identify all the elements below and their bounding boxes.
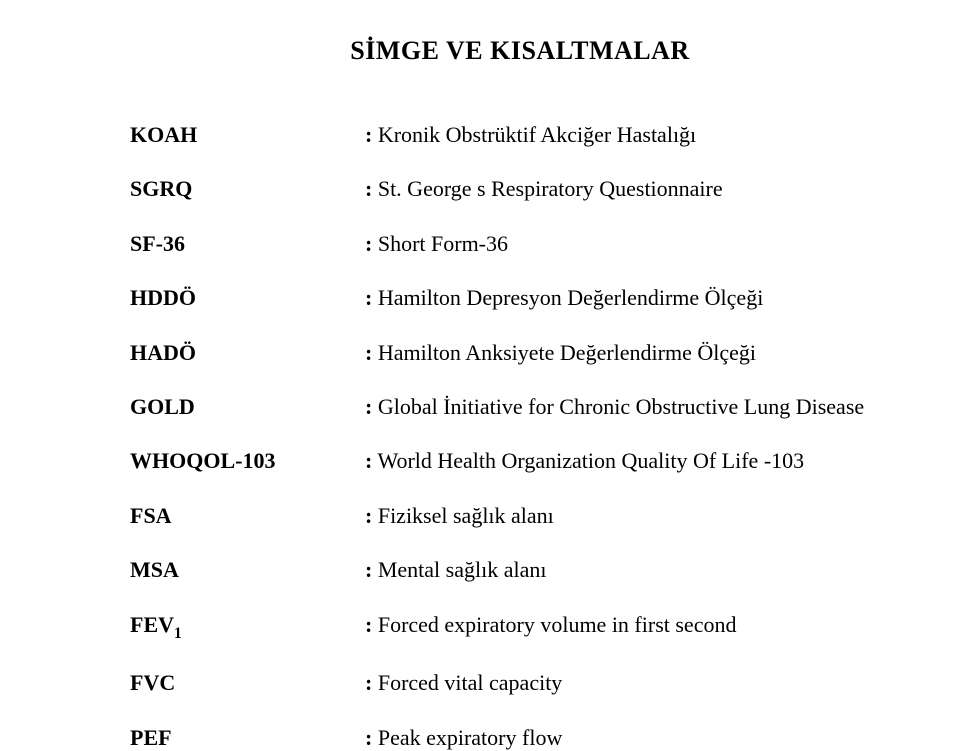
colon: : [365, 503, 372, 528]
abbr-definition-text: Peak expiratory flow [378, 725, 563, 750]
abbr-term: HDDÖ [130, 285, 365, 311]
abbr-definition: : Kronik Obstrüktif Akciğer Hastalığı [365, 122, 870, 148]
colon: : [365, 557, 372, 582]
abbr-definition: : Fiziksel sağlık alanı [365, 503, 870, 529]
abbr-term: SGRQ [130, 176, 365, 202]
abbr-definition: : Hamilton Depresyon Değerlendirme Ölçeğ… [365, 285, 870, 311]
colon: : [365, 612, 372, 637]
abbr-term: FEV1 [130, 612, 365, 643]
abbr-definition-text: Short Form-36 [378, 231, 508, 256]
abbr-definition: : Global İnitiative for Chronic Obstruct… [365, 394, 870, 420]
abbr-definition: : World Health Organization Quality Of L… [365, 448, 870, 474]
colon: : [365, 340, 372, 365]
abbr-definition-text: Mental sağlık alanı [378, 557, 547, 582]
abbr-term: KOAH [130, 122, 365, 148]
abbr-term: GOLD [130, 394, 365, 420]
abbr-term: HADÖ [130, 340, 365, 366]
abbr-definition-text: Global İnitiative for Chronic Obstructiv… [378, 394, 864, 419]
abbr-term: MSA [130, 557, 365, 583]
abbr-term: WHOQOL-103 [130, 448, 365, 474]
page-title: SİMGE VE KISALTMALAR [130, 36, 870, 66]
abbr-definition: : Forced vital capacity [365, 670, 870, 696]
colon: : [365, 176, 372, 201]
abbreviation-list: KOAH : Kronik Obstrüktif Akciğer Hastalı… [130, 122, 870, 751]
abbr-definition: : Short Form-36 [365, 231, 870, 257]
abbr-term: SF-36 [130, 231, 365, 257]
abbr-term: FSA [130, 503, 365, 529]
abbr-definition: : St. George s Respiratory Questionnaire [365, 176, 870, 202]
abbr-definition: : Mental sağlık alanı [365, 557, 870, 583]
abbr-term: FVC [130, 670, 365, 696]
abbr-definition-text: Fiziksel sağlık alanı [378, 503, 554, 528]
abbr-definition: : Hamilton Anksiyete Değerlendirme Ölçeğ… [365, 340, 870, 366]
abbr-definition-text: St. George s Respiratory Questionnaire [378, 176, 723, 201]
abbr-definition: : Peak expiratory flow [365, 725, 870, 751]
abbr-definition: : Forced expiratory volume in first seco… [365, 612, 870, 643]
abbr-definition-text: Hamilton Anksiyete Değerlendirme Ölçeği [378, 340, 756, 365]
colon: : [365, 725, 372, 750]
abbr-definition-text: Forced vital capacity [378, 670, 562, 695]
abbr-term: PEF [130, 725, 365, 751]
colon: : [365, 670, 372, 695]
abbr-definition-text: Hamilton Depresyon Değerlendirme Ölçeği [378, 285, 763, 310]
abbr-definition-text: Kronik Obstrüktif Akciğer Hastalığı [378, 122, 696, 147]
colon: : [365, 231, 372, 256]
abbr-definition-text: World Health Organization Quality Of Lif… [377, 448, 804, 473]
document-page: SİMGE VE KISALTMALAR KOAH : Kronik Obstr… [0, 0, 960, 718]
colon: : [365, 285, 372, 310]
colon: : [365, 394, 372, 419]
colon: : [365, 122, 372, 147]
colon: : [365, 448, 372, 473]
abbr-definition-text: Forced expiratory volume in first second [378, 612, 737, 637]
